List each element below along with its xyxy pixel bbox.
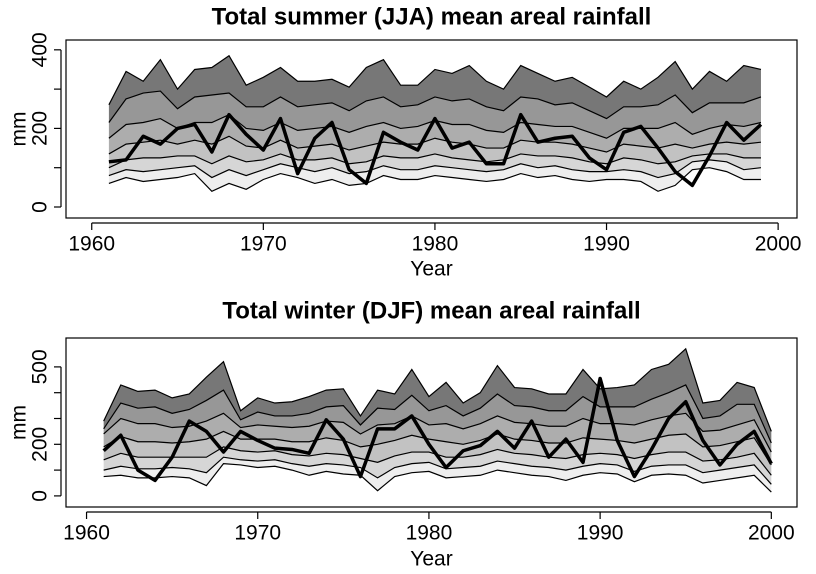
observed-line — [102, 376, 773, 483]
quantile-line — [103, 456, 772, 485]
plot-frame — [65, 337, 798, 508]
quantile-line — [108, 54, 762, 106]
quantile-line — [108, 167, 761, 193]
quantile-line — [103, 347, 772, 432]
x-tick-label: 1980 — [412, 233, 459, 256]
y-tick-label: 500 — [29, 349, 52, 384]
x-tick-label: 2000 — [755, 233, 802, 256]
x-tick-label: 1990 — [583, 233, 630, 256]
quantile-line — [103, 384, 772, 444]
x-tick-label: 1970 — [234, 522, 281, 545]
x-tick-label: 1970 — [240, 233, 287, 256]
y-axis-label: mm — [8, 112, 31, 147]
x-axis-label: Year — [410, 258, 452, 281]
y-tick-label: 0 — [29, 201, 52, 213]
x-tick-label: 2000 — [748, 522, 795, 545]
band-fill — [108, 114, 761, 154]
y-tick-label: 0 — [29, 490, 52, 502]
chart-title: Total winter (DJF) mean areal rainfall — [222, 297, 640, 324]
y-axis-label: mm — [8, 405, 31, 440]
x-axis-label: Year — [410, 548, 452, 571]
quantile-line — [108, 90, 762, 123]
y-tick-label: 400 — [29, 32, 52, 67]
quantile-line — [103, 412, 772, 453]
chart-title: Total summer (JJA) mean areal rainfall — [212, 3, 652, 30]
x-tick-label: 1960 — [63, 522, 110, 545]
y-tick-label: 200 — [29, 111, 52, 146]
quantile-line — [103, 463, 772, 493]
x-tick-label: 1960 — [68, 233, 115, 256]
band-fill — [103, 348, 772, 444]
x-tick-label: 1990 — [577, 522, 624, 545]
quantile-line — [108, 159, 762, 179]
observed-line — [108, 112, 763, 188]
x-tick-label: 1980 — [406, 522, 453, 545]
quantile-line — [108, 153, 761, 169]
plot-frame — [65, 39, 798, 219]
y-tick-label: 200 — [29, 427, 52, 462]
band-fill — [103, 384, 772, 453]
